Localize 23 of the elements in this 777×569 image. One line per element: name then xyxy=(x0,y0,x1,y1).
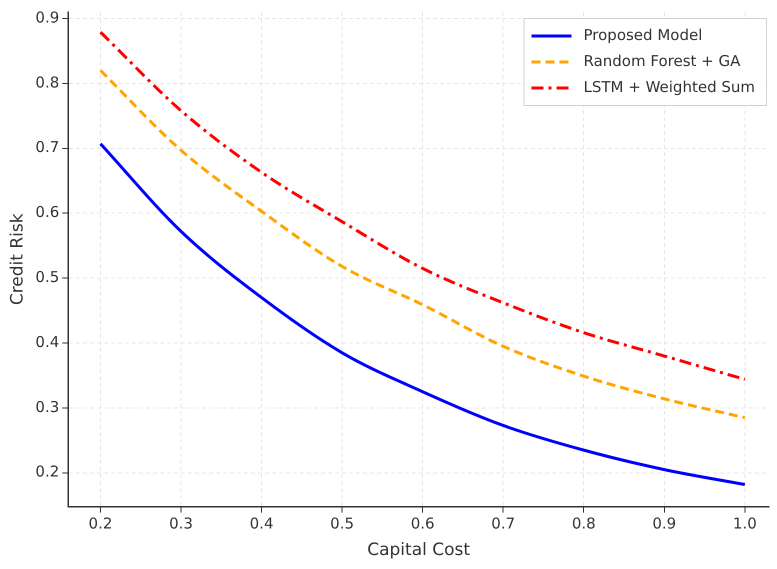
x-tick-label: 0.9 xyxy=(652,514,676,532)
y-tick-label: 0.9 xyxy=(35,8,60,26)
y-tick-label: 0.5 xyxy=(35,268,60,286)
x-tick-label: 0.4 xyxy=(250,514,274,532)
x-tick-label: 0.6 xyxy=(410,514,435,532)
x-tick-label: 0.3 xyxy=(169,514,193,532)
x-tick-label: 0.5 xyxy=(330,514,354,532)
x-tick-label: 1.0 xyxy=(732,514,757,532)
legend-label: LSTM + Weighted Sum xyxy=(583,78,756,96)
legend-label: Proposed Model xyxy=(583,26,702,44)
line-series xyxy=(98,142,746,486)
y-tick-label: 0.6 xyxy=(35,203,60,222)
y-tick-label: 0.2 xyxy=(35,462,60,481)
x-tick-label: 0.8 xyxy=(572,514,596,532)
x-tick-label: 0.2 xyxy=(88,514,112,532)
y-axis-title: Credit Risk xyxy=(8,213,28,306)
y-tick-label: 0.8 xyxy=(35,73,60,92)
y-tick-label: 0.7 xyxy=(35,138,60,156)
y-tick-label: 0.4 xyxy=(35,332,60,351)
x-axis-title: Capital Cost xyxy=(367,540,470,560)
legend-label: Random Forest + GA xyxy=(583,52,742,70)
x-tick-label: 0.7 xyxy=(491,514,516,532)
y-tick-label: 0.3 xyxy=(35,398,60,416)
